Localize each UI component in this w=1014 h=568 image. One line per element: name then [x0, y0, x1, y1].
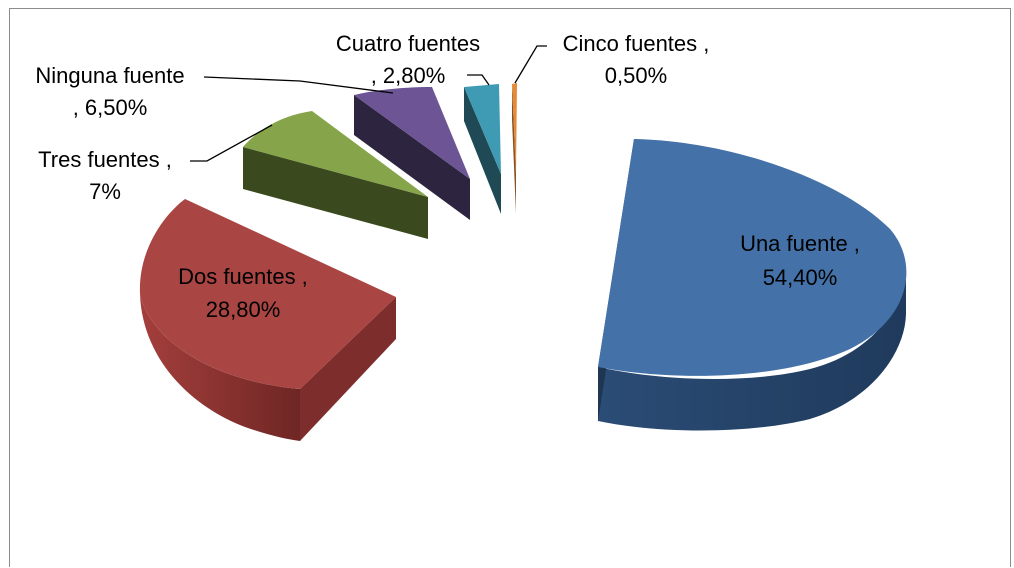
slice-cuatro-fuentes-top — [464, 84, 501, 174]
data-label-dos-fuentes: Dos fuentes , 28,80% — [178, 264, 308, 322]
data-label-ninguna-fuente-line1: Ninguna fuente — [35, 63, 184, 88]
data-label-una-fuente-line1: Una fuente , — [740, 231, 860, 256]
leader-line-ninguna-fuente — [203, 76, 394, 94]
leader-line-cinco-fuentes — [514, 45, 547, 84]
slice-cinco-fuentes — [512, 83, 517, 214]
data-label-cinco-fuentes-line2: 0,50% — [605, 63, 667, 88]
slice-tres-fuentes — [243, 111, 428, 239]
slice-tres-fuentes-top — [243, 111, 428, 197]
data-label-cuatro-fuentes-line1: Cuatro fuentes — [336, 31, 480, 56]
data-label-tres-fuentes: Tres fuentes , 7% — [38, 147, 172, 204]
data-label-cuatro-fuentes-line2: , 2,80% — [371, 63, 446, 88]
slice-dos-fuentes-cut — [300, 297, 396, 441]
chart-frame: Una fuente , 54,40% Dos fuentes , 28,80%… — [9, 8, 1011, 567]
data-label-una-fuente-line2: 54,40% — [763, 265, 838, 290]
slice-una-fuente-top — [598, 139, 907, 376]
slice-tres-fuentes-side — [243, 147, 428, 239]
slice-dos-fuentes-side — [140, 294, 300, 441]
slice-dos-fuentes-top — [139, 199, 396, 389]
data-label-tres-fuentes-line1: Tres fuentes , — [38, 147, 172, 172]
data-label-cinco-fuentes: Cinco fuentes , 0,50% — [563, 31, 710, 88]
data-label-una-fuente: Una fuente , 54,40% — [740, 231, 860, 290]
leader-line-tres-fuentes — [190, 124, 273, 162]
slice-cuatro-fuentes — [464, 84, 501, 214]
leader-line-cuatro-fuentes — [467, 74, 490, 86]
data-label-cinco-fuentes-line1: Cinco fuentes , — [563, 31, 710, 56]
data-label-dos-fuentes-line1: Dos fuentes , — [178, 264, 308, 289]
data-label-dos-fuentes-line2: 28,80% — [206, 297, 281, 322]
slice-dos-fuentes — [139, 199, 396, 441]
slice-una-fuente-side — [598, 264, 906, 431]
slice-una-fuente — [598, 139, 907, 431]
data-label-ninguna-fuente-line2: , 6,50% — [73, 95, 148, 120]
data-label-cuatro-fuentes: Cuatro fuentes , 2,80% — [336, 31, 480, 88]
slice-cinco-fuentes-top — [512, 83, 517, 174]
slice-ninguna-fuente-side — [354, 95, 470, 220]
slice-ninguna-fuente-top — [354, 87, 470, 179]
slice-cinco-fuentes-side — [512, 84, 516, 214]
data-label-tres-fuentes-line2: 7% — [89, 179, 121, 204]
pie-chart: Una fuente , 54,40% Dos fuentes , 28,80%… — [35, 31, 907, 441]
slice-cuatro-fuentes-side — [464, 87, 501, 214]
data-label-ninguna-fuente: Ninguna fuente , 6,50% — [35, 63, 184, 120]
slice-ninguna-fuente — [354, 87, 470, 220]
